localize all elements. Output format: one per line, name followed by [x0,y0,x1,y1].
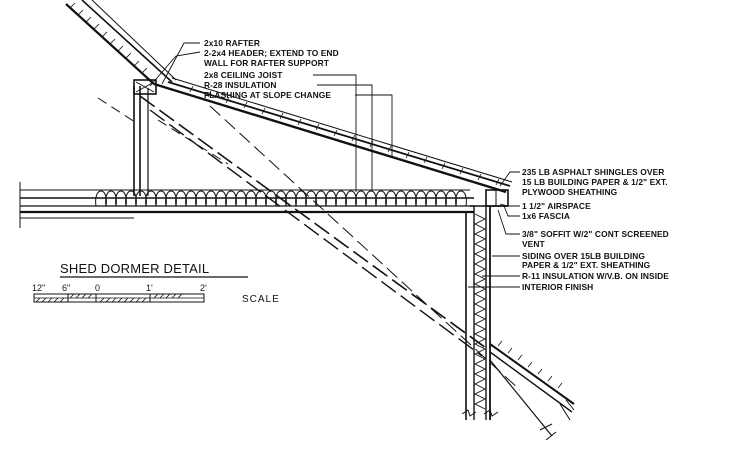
callout-header-line2: WALL FOR RAFTER SUPPORT [204,58,330,68]
callout-airspace: 1 1/2" AIRSPACE [522,201,591,211]
dormer-roof-shingles [189,85,500,186]
callout-header-line1: 2-2x4 HEADER; EXTEND TO END [204,48,339,58]
main-roof [65,0,177,85]
scale-tick-12in: 12" [32,283,45,293]
callout-siding-line1: SIDING OVER 15LB BUILDING [522,251,645,261]
dormer-front-wall [133,79,157,196]
callout-rafter: 2x10 RAFTER [204,38,260,48]
callout-insulation: R-28 INSULATION [204,80,277,90]
scale-tick-2ft: 2' [200,283,207,293]
wall-insulation [473,213,487,410]
graphic-scale: 12" 6" 0 1' 2' SCALE [32,283,280,305]
callout-shingles-line3: PLYWOOD SHEATHING [522,187,617,197]
callout-wall-insulation: R-11 INSULATION W/V.B. ON INSIDE [522,271,669,281]
callout-ceiling-joist: 2x8 CEILING JOIST [204,70,283,80]
callout-soffit-line1: 3/8" SOFFIT W/2" CONT SCREENED [522,229,669,239]
scale-tick-1ft: 1' [146,283,153,293]
callout-shingles-line2: 15 LB BUILDING PAPER & 1/2" EXT. [522,177,668,187]
callout-flashing: FLASHING AT SLOPE CHANGE [204,90,331,100]
ceiling-insulation [95,190,467,207]
callout-siding-line2: PAPER & 1/2" EXT. SHEATHING [522,260,650,270]
dormer-roof [153,77,513,207]
callout-shingles-line1: 235 LB ASPHALT SHINGLES OVER [522,167,664,177]
exterior-wall [461,206,499,420]
main-roof-shingles [69,2,148,74]
callout-interior-finish: INTERIOR FINISH [522,282,593,292]
scale-tick-6in: 6" [62,283,70,293]
leader-lines [149,42,520,288]
callout-soffit-line2: VENT [522,239,546,249]
callout-fascia: 1x6 FASCIA [522,211,570,221]
scale-label: SCALE [242,294,280,305]
lower-roof [489,340,575,421]
original-roof-phantom-lines [97,95,557,441]
scale-tick-0: 0 [95,283,100,293]
drawing-title: SHED DORMER DETAIL [60,261,209,276]
